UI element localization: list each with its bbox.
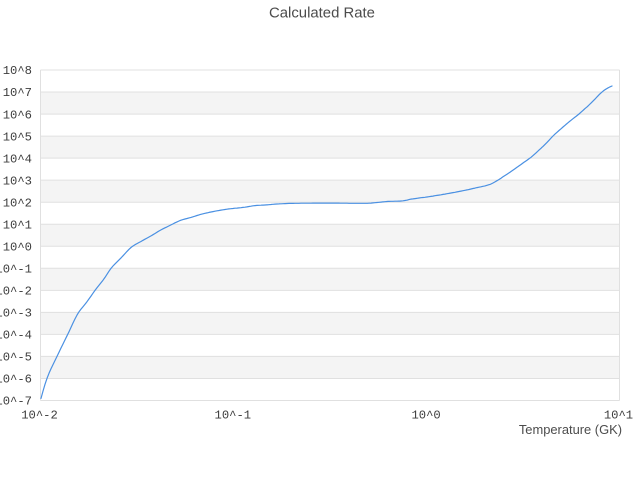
svg-text:10^-1: 10^-1 [215, 409, 252, 423]
svg-text:10^3: 10^3 [3, 174, 32, 188]
svg-text:10^6: 10^6 [3, 108, 32, 122]
svg-text:10^8: 10^8 [3, 64, 32, 78]
svg-text:10^-1: 10^-1 [0, 263, 32, 277]
svg-text:10^-2: 10^-2 [21, 409, 58, 423]
svg-text:Temperature (GK): Temperature (GK) [519, 422, 622, 437]
svg-text:10^0: 10^0 [3, 240, 32, 254]
svg-text:10^-7: 10^-7 [0, 395, 32, 409]
svg-text:Calculated Rate: Calculated Rate [269, 5, 375, 21]
svg-text:10^4: 10^4 [3, 152, 32, 166]
svg-text:10^-2: 10^-2 [0, 285, 32, 299]
svg-text:10^-4: 10^-4 [0, 329, 32, 343]
svg-text:10^-3: 10^-3 [0, 307, 32, 321]
svg-text:10^-6: 10^-6 [0, 373, 32, 387]
svg-text:10^-5: 10^-5 [0, 351, 32, 365]
svg-text:10^5: 10^5 [3, 130, 32, 144]
svg-text:10^0: 10^0 [411, 409, 440, 423]
svg-text:10^7: 10^7 [3, 86, 32, 100]
svg-text:10^1: 10^1 [3, 218, 32, 232]
svg-text:10^2: 10^2 [3, 196, 32, 210]
svg-text:10^1: 10^1 [604, 409, 633, 423]
